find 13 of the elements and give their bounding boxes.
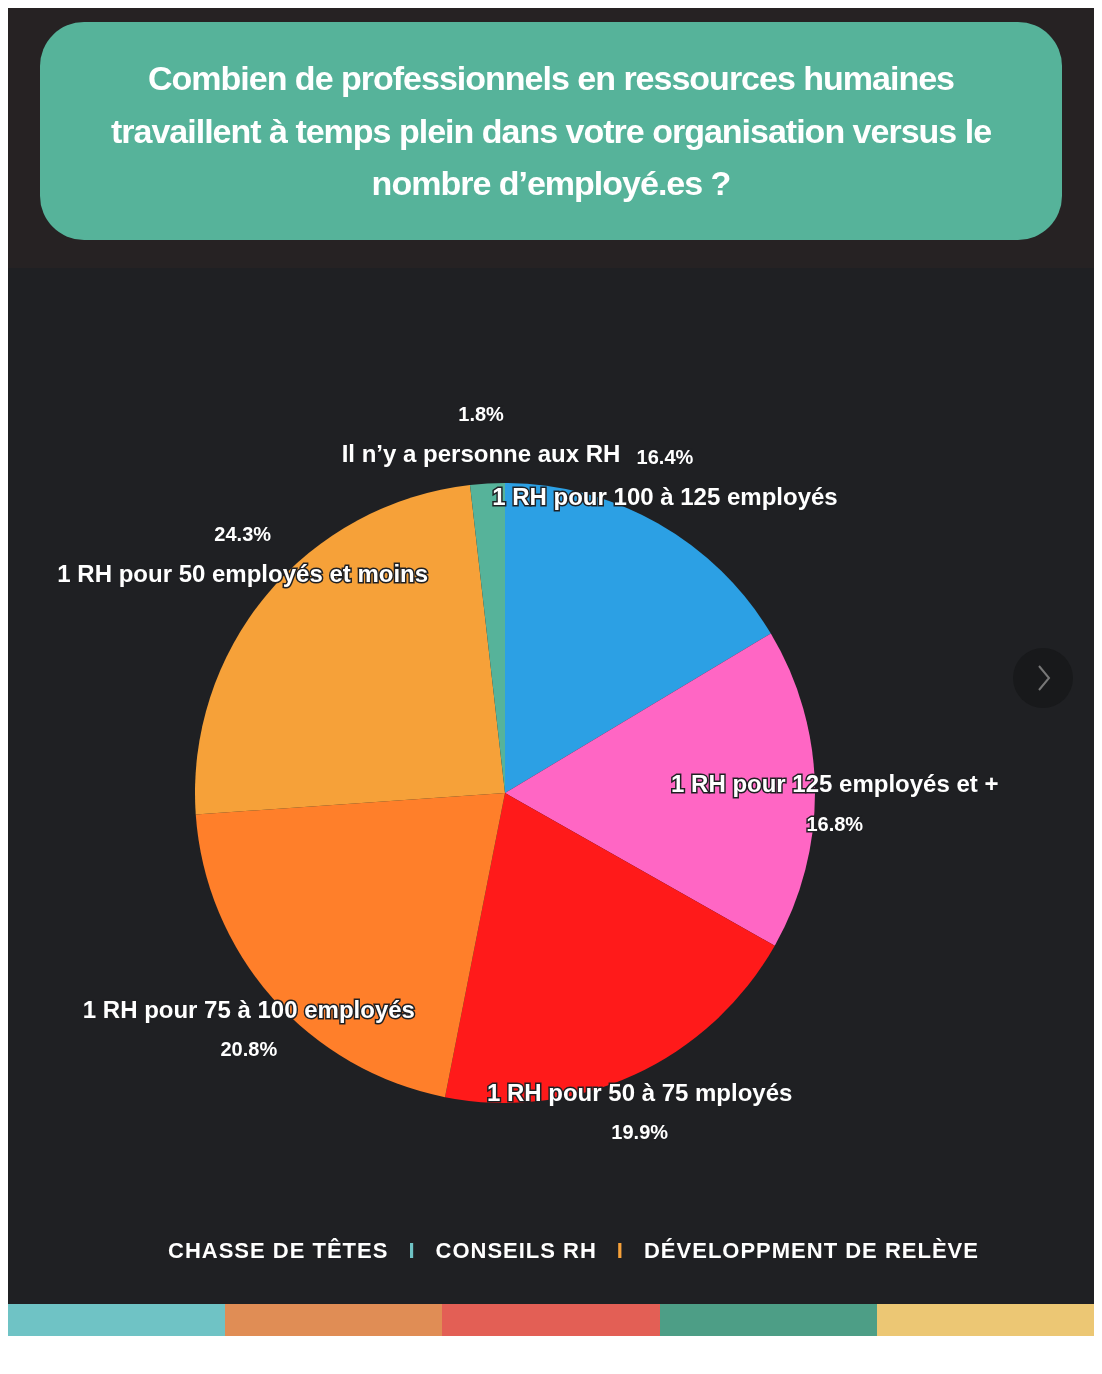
text: DÉVELOPPMENT DE RELÈVE (643, 1238, 979, 1265)
text: CHASSE DE TÊTES (168, 1238, 389, 1265)
data-label: 16.4% (636, 445, 694, 468)
slice-label: Il n’y a personne aux RH (341, 440, 621, 468)
data-label: 19.9% (611, 1121, 669, 1144)
data-label: 24.3% (214, 522, 272, 545)
data-label: 1.8% (458, 402, 505, 425)
text: I (408, 1238, 416, 1265)
chart-title: Combien de professionnels en ressources humaines travaillent à temps plein dans votre organisation versus le nombre d’employé.es ? (40, 22, 1062, 241)
text: I (616, 1238, 624, 1265)
data-label: 20.8% (220, 1038, 278, 1061)
slice-label: 1 RH pour 100 à 125 employés (492, 483, 838, 511)
text: CONSEILS RH (435, 1238, 597, 1265)
